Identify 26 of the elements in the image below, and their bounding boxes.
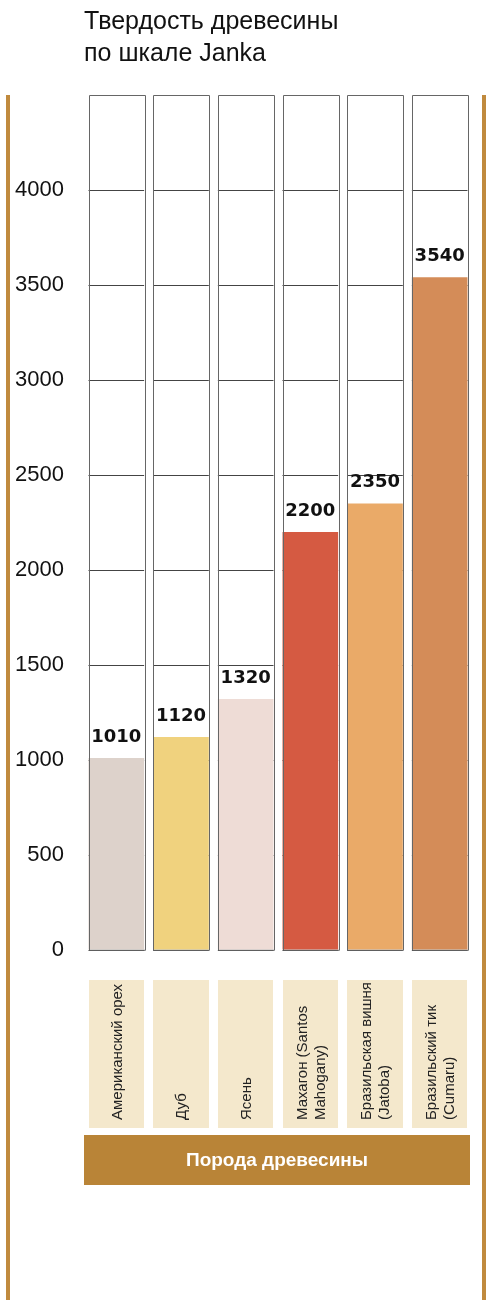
chart-title: Твердость древесины по шкале Janka [84, 5, 340, 68]
data-label: 3540 [414, 244, 465, 266]
data-label: 2200 [285, 498, 336, 520]
data-label: 2350 [349, 470, 401, 492]
bar [153, 737, 209, 950]
y-tick-label: 3000 [15, 366, 64, 391]
y-tick-label: 1500 [15, 650, 64, 676]
y-tick-label: 1000 [15, 745, 64, 771]
data-label: 1120 [155, 703, 207, 725]
y-tick-label: 500 [27, 840, 64, 866]
x-tick-label: Махагон (Santos Mahogany) [291, 1004, 329, 1120]
x-axis-title: Порода древесины [84, 1135, 470, 1185]
data-label: 1320 [220, 665, 271, 687]
x-tick-label: Ясень [235, 1076, 255, 1120]
x-tick-label: Бразильская вишня (Jatoba) [356, 981, 393, 1120]
y-tick-label: 3500 [15, 271, 64, 297]
x-tick-label: Американский орех [106, 982, 126, 1120]
data-label: 1010 [91, 724, 142, 746]
y-tick-label: 0 [51, 935, 64, 961]
bar [88, 757, 145, 950]
bar [217, 699, 274, 950]
x-tick-label: Дуб [171, 1092, 190, 1120]
y-tick-label: 2500 [15, 460, 64, 486]
y-tick-label: 4000 [15, 176, 64, 202]
y-tick-label: 2000 [15, 555, 64, 581]
x-tick-label: Бразильский тик (Cumaru) [420, 1004, 458, 1120]
